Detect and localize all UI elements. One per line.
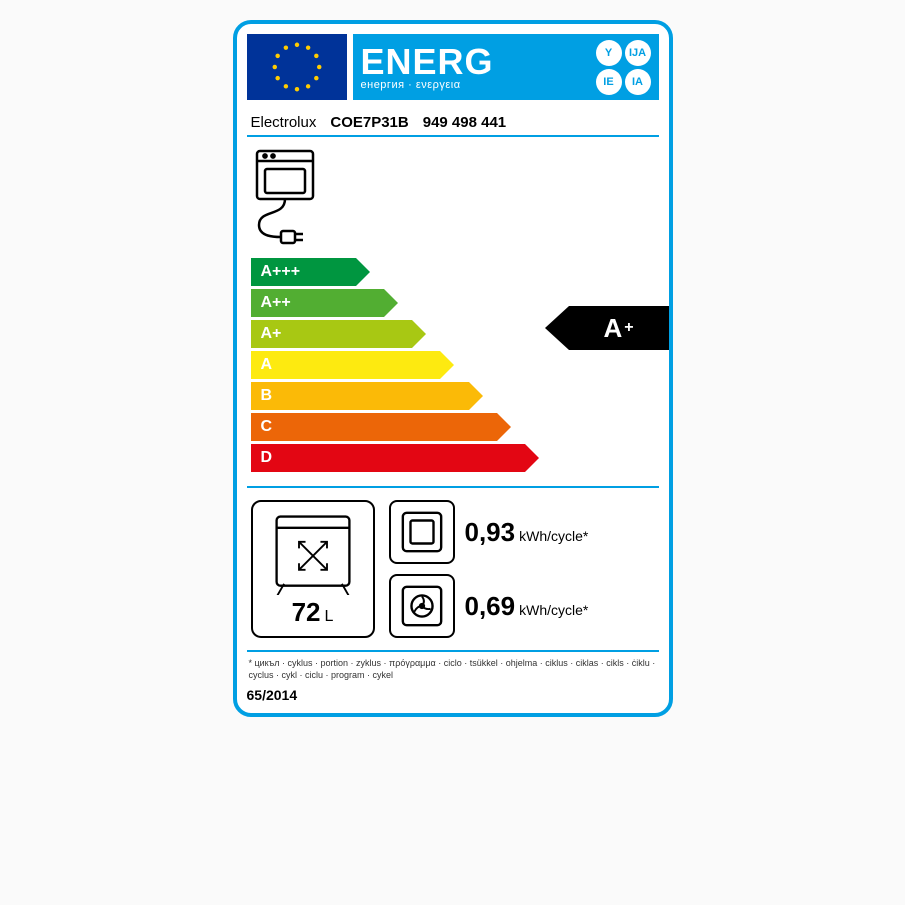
efficiency-bar-label: A++: [251, 294, 291, 312]
footnote: * цикъл · cyklus · portion · zyklus · πρ…: [247, 650, 659, 685]
rating-sup: +: [624, 319, 633, 337]
kwh-conv-unit: kWh/cycle*: [519, 528, 588, 544]
lang-pill: IJA: [625, 40, 651, 66]
lang-pill: IA: [625, 69, 651, 95]
efficiency-bar: A+++: [251, 258, 655, 286]
efficiency-bar-label: A+: [251, 325, 282, 343]
oven-volume-icon: [270, 511, 356, 595]
efficiency-bar-label: B: [251, 387, 273, 405]
rating-arrow: A+: [545, 306, 669, 350]
volume-unit: L: [325, 608, 334, 625]
volume-box: 72L: [251, 500, 375, 638]
fan-heat-icon: [389, 574, 455, 638]
regulation-number: 65/2014: [247, 687, 659, 703]
efficiency-bar: C: [251, 413, 655, 441]
model-label: COE7P31B: [330, 114, 408, 131]
efficiency-bar: B: [251, 382, 655, 410]
conventional-heat-icon: [389, 500, 455, 564]
kwh-fan-row: 0,69kWh/cycle*: [389, 574, 655, 638]
efficiency-scale: A+++A++A+ABCD A+: [237, 252, 669, 486]
kwh-fan-unit: kWh/cycle*: [519, 602, 588, 618]
lang-pill: Y: [596, 40, 622, 66]
efficiency-bar-label: C: [251, 418, 273, 436]
specs-row: 72L 0,93kWh/cycle* 0,69kWh/cycle: [247, 486, 659, 644]
volume-value: 72: [292, 597, 321, 627]
kwh-conventional-row: 0,93kWh/cycle*: [389, 500, 655, 564]
rating-text: A: [603, 313, 622, 344]
appliance-type-icon: [237, 137, 669, 252]
header: ENERG енергия · ενεργεια Y IJA IE IA: [237, 24, 669, 106]
energy-label: ENERG енергия · ενεργεια Y IJA IE IA Ele…: [233, 20, 673, 717]
product-row: Electrolux COE7P31B 949 498 441: [237, 106, 669, 135]
lang-pill: IE: [596, 69, 622, 95]
lang-codes: Y IJA IE IA: [596, 40, 651, 95]
energy-title-block: ENERG енергия · ενεργεια Y IJA IE IA: [353, 34, 659, 100]
efficiency-bar: D: [251, 444, 655, 472]
kwh-conv-value: 0,93: [465, 517, 516, 547]
kwh-column: 0,93kWh/cycle* 0,69kWh/cycle*: [389, 500, 655, 638]
kwh-fan-value: 0,69: [465, 591, 516, 621]
efficiency-bar-label: A: [251, 356, 273, 374]
brand-label: Electrolux: [251, 114, 317, 131]
eu-flag-icon: [247, 34, 347, 100]
efficiency-bar: A: [251, 351, 655, 379]
efficiency-bar-label: A+++: [251, 263, 301, 281]
efficiency-bar-label: D: [251, 449, 273, 467]
product-code: 949 498 441: [423, 114, 506, 131]
energy-title: ENERG: [361, 44, 494, 80]
energy-subtitle: енергия · ενεργεια: [361, 80, 494, 91]
